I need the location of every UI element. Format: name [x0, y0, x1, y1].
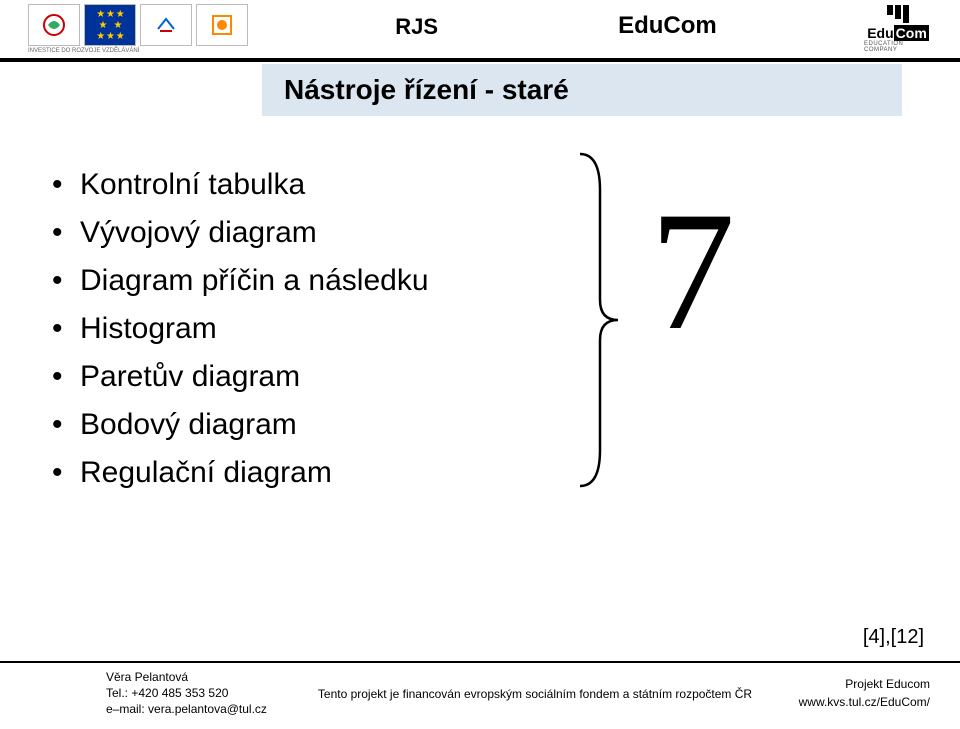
curly-brace-icon	[560, 150, 620, 490]
list-item: Diagram příčin a následku	[52, 264, 532, 298]
list-item: Kontrolní tabulka	[52, 168, 532, 202]
footer-author-tel: Tel.: +420 485 353 520	[106, 685, 267, 701]
esf-logo	[28, 4, 80, 46]
footer: Věra Pelantová Tel.: +420 485 353 520 e–…	[0, 663, 960, 729]
list-item: Paretův diagram	[52, 360, 532, 394]
educom-logo: EduCom EDUCATION COMPANY	[864, 5, 932, 53]
educom-logo-sub: EDUCATION COMPANY	[864, 41, 932, 53]
header-logo-strip: ★ ★ ★ ★ ★ ★ ★ ★ INVESTICE DO ROZVOJE VZD…	[28, 0, 932, 58]
bullet-list: Kontrolní tabulka Vývojový diagram Diagr…	[52, 168, 532, 504]
footer-funding-text: Tento projekt je financován evropským so…	[300, 687, 770, 701]
op-vk-logo	[196, 4, 248, 46]
big-number: 7	[650, 186, 735, 356]
msmt-logo	[140, 4, 192, 46]
header-rule	[0, 58, 960, 62]
citation: [4],[12]	[863, 626, 924, 649]
slide: ★ ★ ★ ★ ★ ★ ★ ★ INVESTICE DO ROZVOJE VZD…	[0, 0, 960, 729]
esf-logo-block: ★ ★ ★ ★ ★ ★ ★ ★ INVESTICE DO ROZVOJE VZD…	[28, 4, 248, 54]
footer-project-url: www.kvs.tul.cz/EduCom/	[799, 693, 930, 711]
header-center-labels: RJS EduCom	[248, 12, 864, 46]
educom-logo-text: EduCom	[867, 25, 929, 41]
footer-author-name: Věra Pelantová	[106, 669, 267, 685]
educom-logo-bars-icon	[887, 5, 909, 23]
list-item: Bodový diagram	[52, 408, 532, 442]
footer-project-block: Projekt Educom www.kvs.tul.cz/EduCom/	[799, 675, 930, 711]
esf-caption: INVESTICE DO ROZVOJE VZDĚLÁVÁNÍ	[28, 48, 248, 54]
list-item: Histogram	[52, 312, 532, 346]
eu-flag-logo: ★ ★ ★ ★ ★ ★ ★ ★	[84, 4, 136, 46]
footer-author-block: Věra Pelantová Tel.: +420 485 353 520 e–…	[106, 669, 267, 718]
header-educom-label: EduCom	[618, 12, 717, 40]
header-rjs-label: RJS	[395, 14, 438, 40]
page-title: Nástroje řízení - staré	[284, 74, 569, 106]
footer-project-name: Projekt Educom	[799, 675, 930, 693]
list-item: Vývojový diagram	[52, 216, 532, 250]
list-item: Regulační diagram	[52, 456, 532, 490]
footer-author-email: e–mail: vera.pelantova@tul.cz	[106, 701, 267, 717]
logo-group-left: ★ ★ ★ ★ ★ ★ ★ ★ INVESTICE DO ROZVOJE VZD…	[28, 4, 248, 54]
title-bar: Nástroje řízení - staré	[262, 64, 902, 116]
